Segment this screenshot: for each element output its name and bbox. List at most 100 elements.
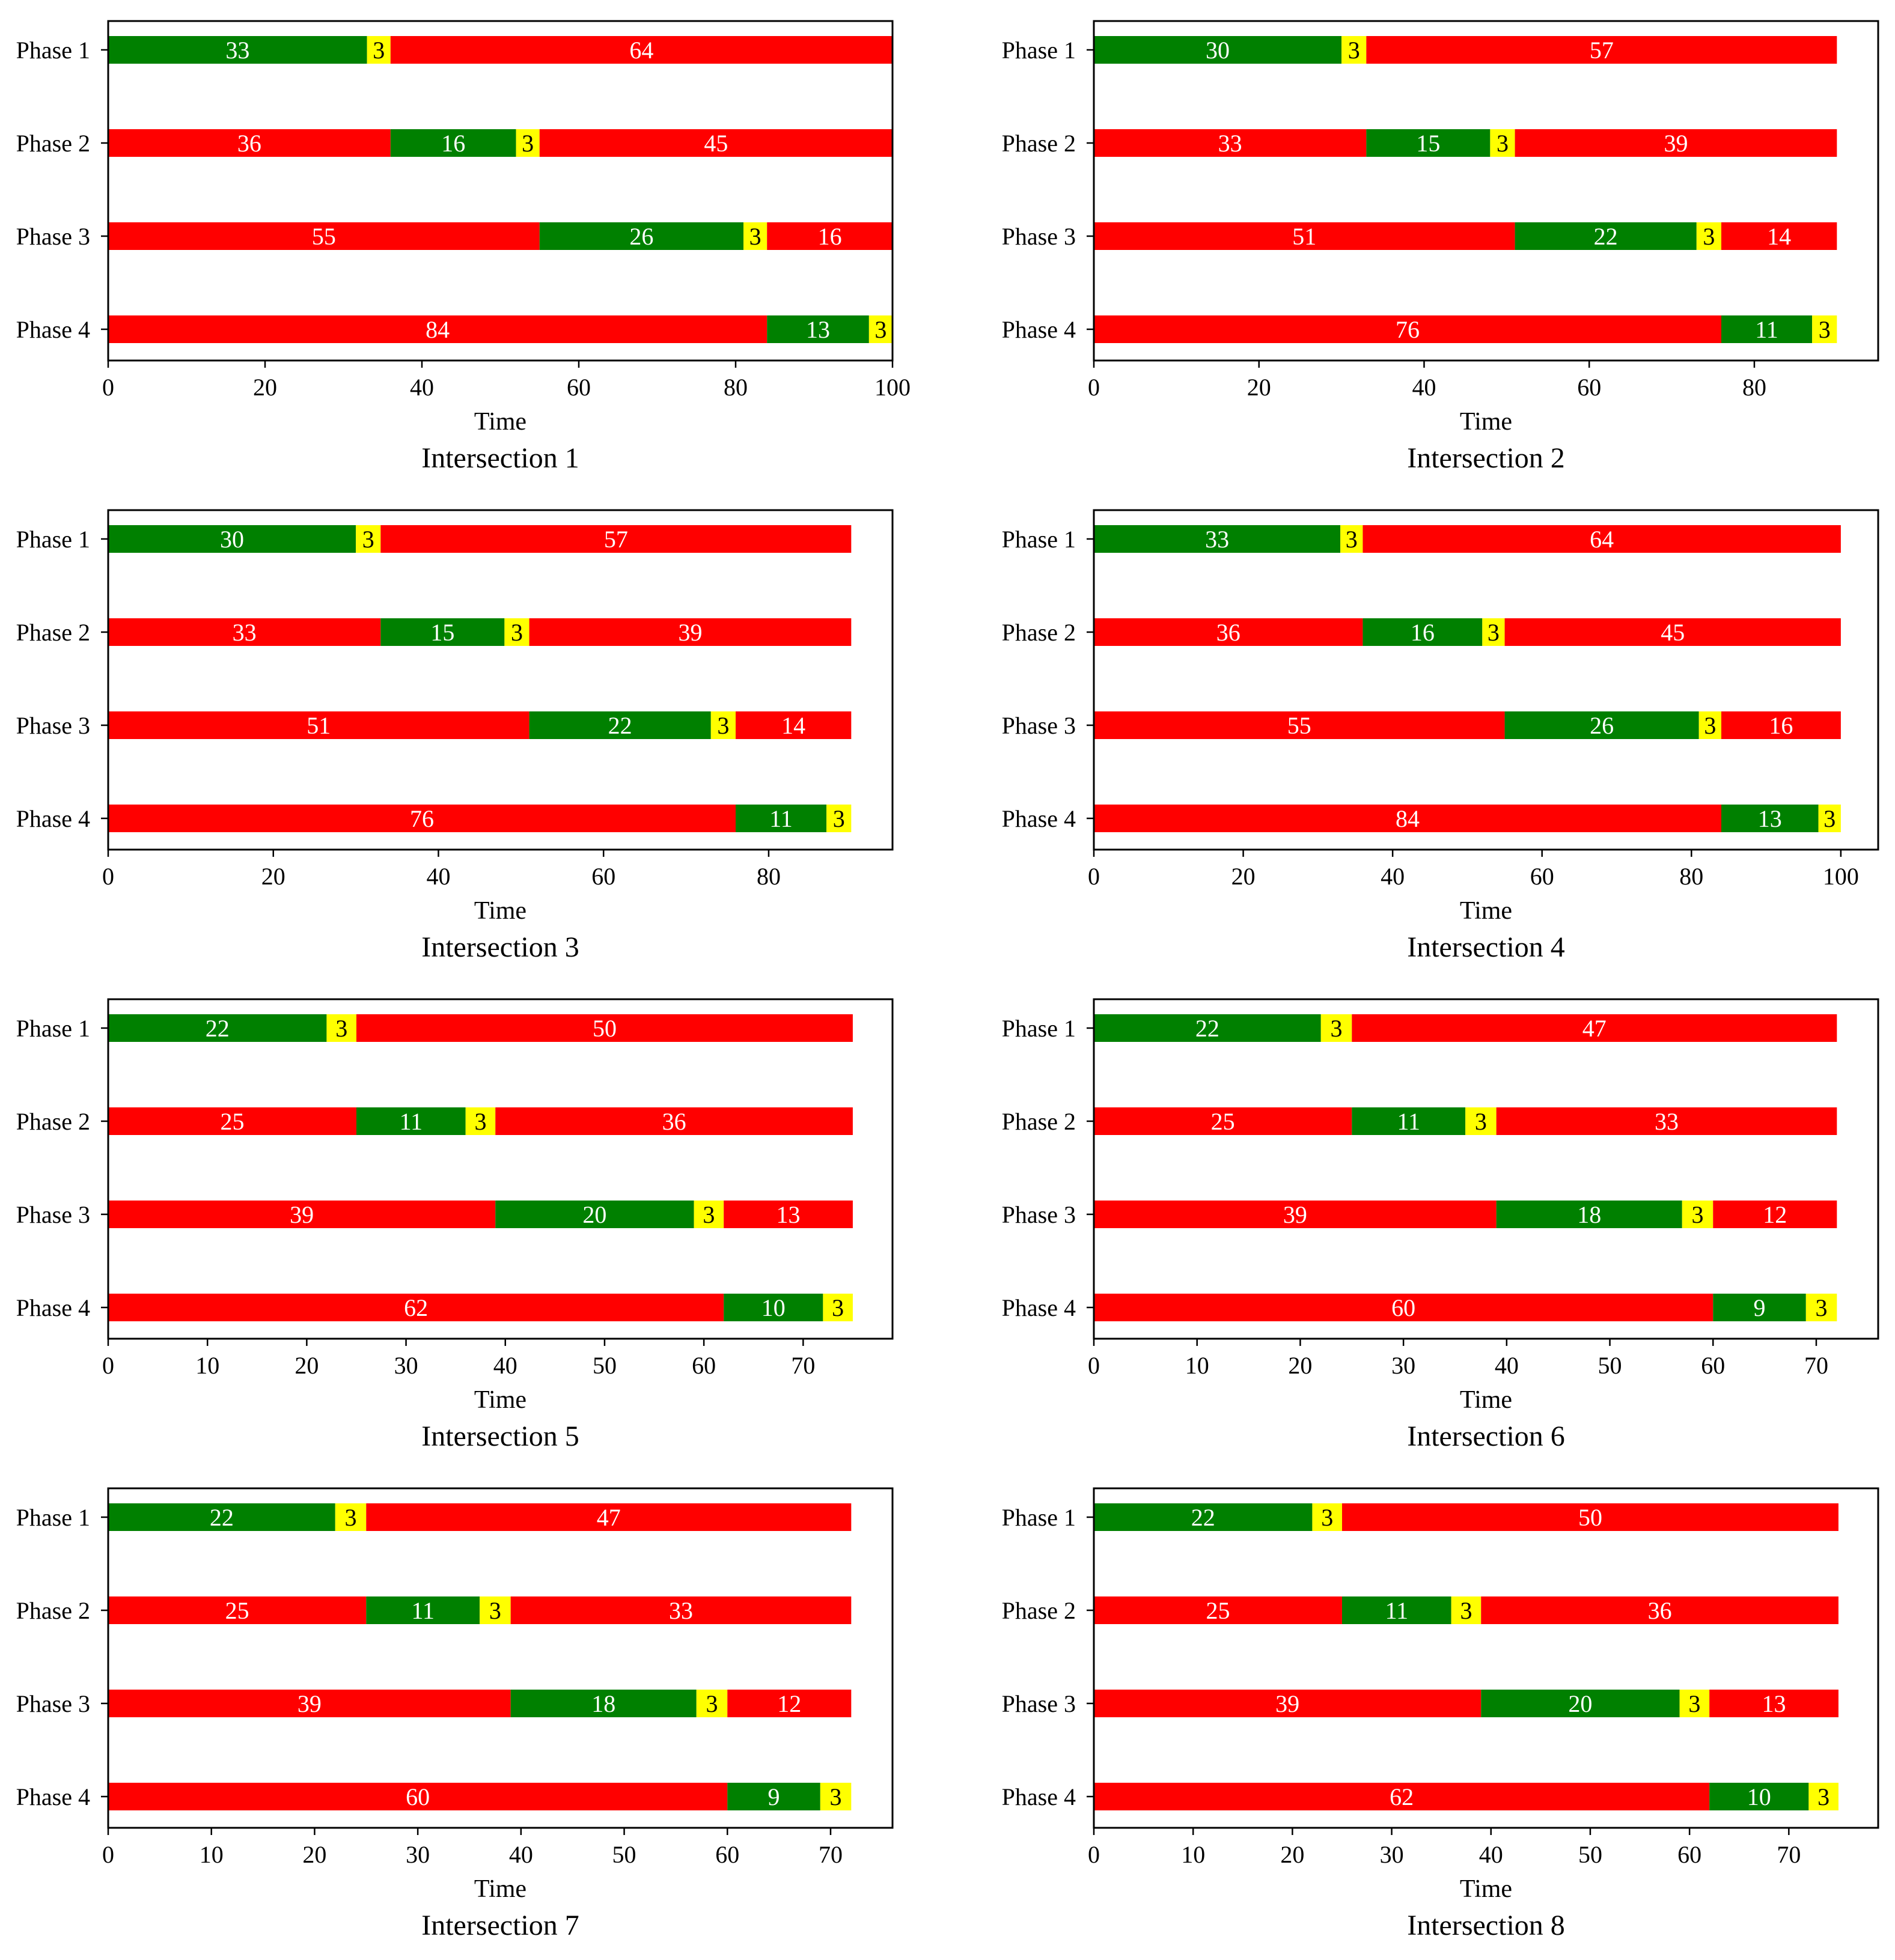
signal-segment-yellow <box>823 1294 853 1321</box>
signal-segment-red <box>390 36 893 64</box>
segment-duration-label: 55 <box>312 223 336 250</box>
phase-label: Phase 2 <box>1002 619 1076 646</box>
segment-duration-label: 25 <box>220 1108 244 1135</box>
phase-label: Phase 4 <box>1002 1294 1076 1321</box>
signal-segment-yellow <box>694 1201 724 1228</box>
panel-title: Intersection 1 <box>421 442 579 474</box>
panel-title: Intersection 7 <box>421 1910 579 1941</box>
signal-segment-green <box>539 222 744 250</box>
segment-duration-label: 3 <box>362 526 374 553</box>
plot-frame <box>1093 998 1879 1340</box>
segment-duration-label: 33 <box>233 619 257 646</box>
signal-segment-red <box>108 1294 724 1321</box>
segment-duration-label: 11 <box>1385 1597 1409 1624</box>
segment-duration-label: 25 <box>1211 1108 1235 1135</box>
segment-duration-label: 33 <box>225 37 249 64</box>
x-tick-label: 40 <box>509 1841 533 1868</box>
segment-duration-label: 3 <box>717 712 729 739</box>
segment-duration-label: 3 <box>1704 712 1716 739</box>
x-tick-label: 20 <box>1288 1352 1312 1379</box>
segment-duration-label: 3 <box>1346 526 1358 553</box>
signal-segment-green <box>366 1596 480 1624</box>
segment-duration-label: 62 <box>404 1294 428 1321</box>
segment-duration-label: 20 <box>582 1201 606 1228</box>
x-tick-label: 40 <box>1381 863 1405 890</box>
x-tick-label: 0 <box>1088 1352 1100 1379</box>
phase-label: Phase 3 <box>1002 1690 1076 1717</box>
x-tick-label: 0 <box>102 1841 114 1868</box>
x-tick-label: 0 <box>102 374 114 401</box>
signal-segment-red <box>108 1783 728 1810</box>
x-axis-label: Time <box>474 1875 526 1903</box>
signal-segment-yellow <box>1320 1014 1352 1042</box>
segment-duration-label: 3 <box>1497 130 1509 157</box>
phase-label: Phase 1 <box>1002 1015 1076 1042</box>
signal-segment-green <box>529 711 711 739</box>
x-tick-label: 60 <box>1577 374 1601 401</box>
signal-segment-green <box>1352 1107 1466 1135</box>
segment-duration-label: 47 <box>1582 1015 1607 1042</box>
signal-segment-yellow <box>1805 1294 1837 1321</box>
signal-segment-yellow <box>1812 315 1837 343</box>
segment-duration-label: 15 <box>1416 130 1440 157</box>
segment-duration-label: 3 <box>832 1294 844 1321</box>
signal-segment-green <box>1496 1201 1682 1228</box>
segment-duration-label: 64 <box>629 37 653 64</box>
phase-label: Phase 2 <box>16 130 90 157</box>
plot-frame <box>1093 20 1879 362</box>
segment-duration-label: 39 <box>678 619 702 646</box>
x-tick-label: 30 <box>406 1841 430 1868</box>
segment-duration-label: 50 <box>1578 1504 1602 1531</box>
segment-duration-label: 50 <box>593 1015 617 1042</box>
x-tick-label: 30 <box>394 1352 418 1379</box>
x-tick-label: 40 <box>493 1352 517 1379</box>
signal-segment-red <box>539 129 893 157</box>
segment-duration-label: 57 <box>1590 37 1614 64</box>
segment-duration-label: 22 <box>210 1504 234 1531</box>
signal-segment-yellow <box>868 315 893 343</box>
plot-frame <box>1093 509 1879 851</box>
x-axis-label: Time <box>1460 1386 1512 1414</box>
segment-duration-label: 84 <box>426 316 450 343</box>
segment-duration-label: 11 <box>1397 1108 1420 1135</box>
segment-duration-label: 12 <box>1763 1201 1787 1228</box>
signal-segment-green <box>108 1503 335 1531</box>
intersection-panel: 22 3 50 Phase 1 25 11 3 36 Phase 2 39 20 3 13 Phase 3… <box>16 998 894 1452</box>
segment-duration-label: 11 <box>400 1108 423 1135</box>
x-tick-label: 0 <box>1088 1841 1100 1868</box>
signal-segment-green <box>767 315 869 343</box>
signal-segment-green <box>1515 222 1697 250</box>
phase-label: Phase 4 <box>16 1783 90 1810</box>
signal-segment-green <box>1504 711 1699 739</box>
signal-segment-green <box>1366 129 1491 157</box>
signal-segment-red <box>380 525 852 553</box>
segment-duration-label: 3 <box>1475 1108 1487 1135</box>
x-tick-label: 10 <box>1181 1841 1205 1868</box>
signal-segment-red <box>1721 711 1841 739</box>
plot-frame <box>107 20 894 362</box>
x-tick-label: 20 <box>1247 374 1271 401</box>
segment-duration-label: 16 <box>441 130 465 157</box>
signal-segment-red <box>108 1201 496 1228</box>
phase-label: Phase 3 <box>16 223 90 250</box>
x-axis-label: Time <box>474 1386 526 1414</box>
x-tick-label: 60 <box>567 374 591 401</box>
segment-duration-label: 3 <box>1488 619 1500 646</box>
x-tick-label: 50 <box>1598 1352 1622 1379</box>
x-tick-label: 60 <box>1677 1841 1701 1868</box>
panel-title: Intersection 4 <box>1407 931 1565 963</box>
segment-duration-label: 76 <box>1396 316 1420 343</box>
signal-segment-yellow <box>367 36 391 64</box>
x-tick-label: 70 <box>791 1352 815 1379</box>
segment-duration-label: 14 <box>781 712 805 739</box>
signal-segment-red <box>1496 1107 1837 1135</box>
phase-label: Phase 1 <box>16 1015 90 1042</box>
x-tick-label: 40 <box>410 374 434 401</box>
phase-label: Phase 3 <box>16 1690 90 1717</box>
segment-duration-label: 30 <box>220 526 244 553</box>
segment-duration-label: 3 <box>1816 1294 1828 1321</box>
segment-duration-label: 3 <box>830 1783 842 1810</box>
segment-duration-label: 13 <box>806 316 830 343</box>
plot-frame <box>107 1487 894 1829</box>
